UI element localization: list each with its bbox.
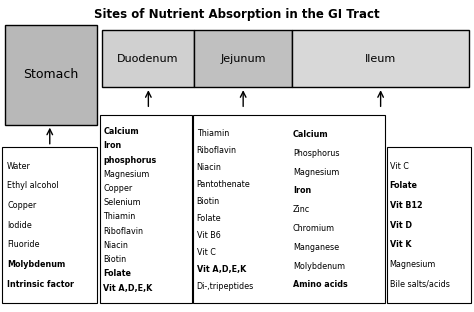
Bar (2, 147, 97, 303)
Text: Vit B6: Vit B6 (197, 231, 220, 240)
Text: Chromium: Chromium (293, 224, 335, 233)
Text: Iodide: Iodide (7, 221, 32, 230)
Text: Biotin: Biotin (197, 197, 220, 206)
Text: Calcium: Calcium (103, 127, 139, 136)
Text: Magnesium: Magnesium (293, 168, 339, 177)
Text: Thiamin: Thiamin (103, 212, 136, 222)
Text: Fluoride: Fluoride (7, 240, 40, 249)
Text: Amino acids: Amino acids (293, 280, 348, 289)
Text: Magnesium: Magnesium (390, 260, 436, 269)
Bar (387, 147, 471, 303)
Text: Pantothenate: Pantothenate (197, 180, 250, 189)
Text: Folate: Folate (390, 181, 418, 190)
Text: Niacin: Niacin (197, 163, 221, 172)
Text: Riboflavin: Riboflavin (197, 146, 237, 155)
Text: phosphorus: phosphorus (103, 156, 156, 165)
Text: Vit A,D,E,K: Vit A,D,E,K (103, 284, 153, 293)
Text: Vit K: Vit K (390, 240, 411, 249)
Text: Copper: Copper (103, 184, 133, 193)
Bar (194, 30, 292, 87)
Text: Riboflavin: Riboflavin (103, 227, 143, 236)
Text: Iron: Iron (103, 141, 122, 150)
Text: Molybdenum: Molybdenum (7, 260, 65, 269)
Text: Vit C: Vit C (390, 162, 409, 171)
Text: Folate: Folate (103, 269, 131, 278)
Text: Duodenum: Duodenum (118, 53, 179, 64)
Text: Magnesium: Magnesium (103, 170, 150, 179)
Text: Manganese: Manganese (293, 243, 339, 252)
Text: Vit D: Vit D (390, 221, 411, 230)
Bar (102, 30, 194, 87)
Bar (5, 25, 97, 125)
Text: Ethyl alcohol: Ethyl alcohol (7, 181, 59, 190)
Text: Niacin: Niacin (103, 241, 128, 250)
Text: Phosphorus: Phosphorus (293, 149, 339, 158)
Text: Stomach: Stomach (23, 68, 79, 81)
Text: Di-,tripeptides: Di-,tripeptides (197, 282, 254, 290)
Bar (193, 115, 385, 303)
Text: Ileum: Ileum (365, 53, 396, 64)
Text: Vit A,D,E,K: Vit A,D,E,K (197, 265, 246, 274)
Text: Copper: Copper (7, 201, 36, 210)
Bar (292, 30, 469, 87)
Text: Folate: Folate (197, 214, 221, 223)
Text: Sites of Nutrient Absorption in the GI Tract: Sites of Nutrient Absorption in the GI T… (94, 8, 380, 21)
Text: Jejunum: Jejunum (220, 53, 265, 64)
Text: Intrinsic factor: Intrinsic factor (7, 280, 74, 289)
Bar (100, 115, 192, 303)
Text: Zinc: Zinc (293, 205, 310, 214)
Text: Vit C: Vit C (197, 248, 216, 257)
Text: Biotin: Biotin (103, 255, 127, 264)
Text: Molybdenum: Molybdenum (293, 261, 345, 271)
Text: Iron: Iron (293, 186, 311, 195)
Text: Selenium: Selenium (103, 198, 141, 207)
Text: Thiamin: Thiamin (197, 129, 229, 138)
Text: Bile salts/acids: Bile salts/acids (390, 280, 449, 289)
Text: Calcium: Calcium (293, 130, 328, 139)
Text: Vit B12: Vit B12 (390, 201, 422, 210)
Text: Water: Water (7, 162, 31, 171)
